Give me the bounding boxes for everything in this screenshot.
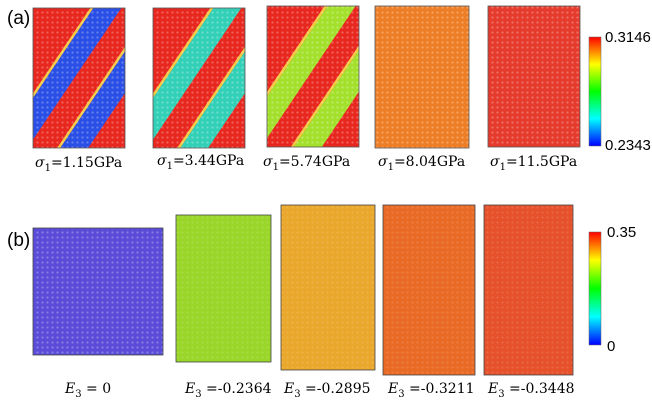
panel-b-label-4: E3 =-0.3211	[388, 381, 475, 400]
panel-a-label-1: σ1=1.15GPa	[35, 155, 123, 174]
panel-a-colorbar	[588, 36, 602, 147]
panel-b-label-1: E3 = 0	[65, 381, 112, 400]
panel-b-snapshot-1	[32, 227, 164, 356]
panel-b-letter: (b)	[7, 230, 31, 251]
panel-b-label-3: E3 =-0.2895	[284, 381, 371, 400]
panel-b-snapshot-5	[483, 204, 574, 376]
panel-b-label-5: E3 =-0.3448	[488, 381, 575, 400]
panel-b-colorbar-max: 0.35	[607, 224, 637, 241]
panel-a-label-5: σ1=11.5GPa	[490, 154, 578, 173]
panel-a-label-4: σ1=8.04GPa	[378, 154, 466, 173]
panel-a-snapshot-4	[374, 5, 470, 149]
panel-a-snapshot-2	[152, 7, 246, 149]
panel-b-snapshot-4	[382, 204, 476, 376]
panel-b-snapshot-2	[175, 214, 272, 363]
panel-a-colorbar-max: 0.3146	[605, 29, 651, 46]
panel-a-snapshot-5	[487, 5, 581, 148]
panel-a-label-2: σ1=3.44GPa	[157, 153, 245, 172]
panel-a-label-3: σ1=5.74GPa	[263, 154, 351, 173]
panel-a-colorbar-min: 0.2343	[605, 137, 651, 154]
panel-b-label-2: E3 =-0.2364	[185, 381, 272, 400]
panel-a-snapshot-1	[32, 7, 126, 149]
panel-a-letter: (a)	[7, 8, 31, 29]
panel-b-colorbar	[588, 231, 602, 346]
panel-b-snapshot-3	[280, 204, 376, 371]
panel-b-colorbar-min: 0	[607, 338, 616, 355]
panel-a-snapshot-3	[266, 5, 360, 148]
